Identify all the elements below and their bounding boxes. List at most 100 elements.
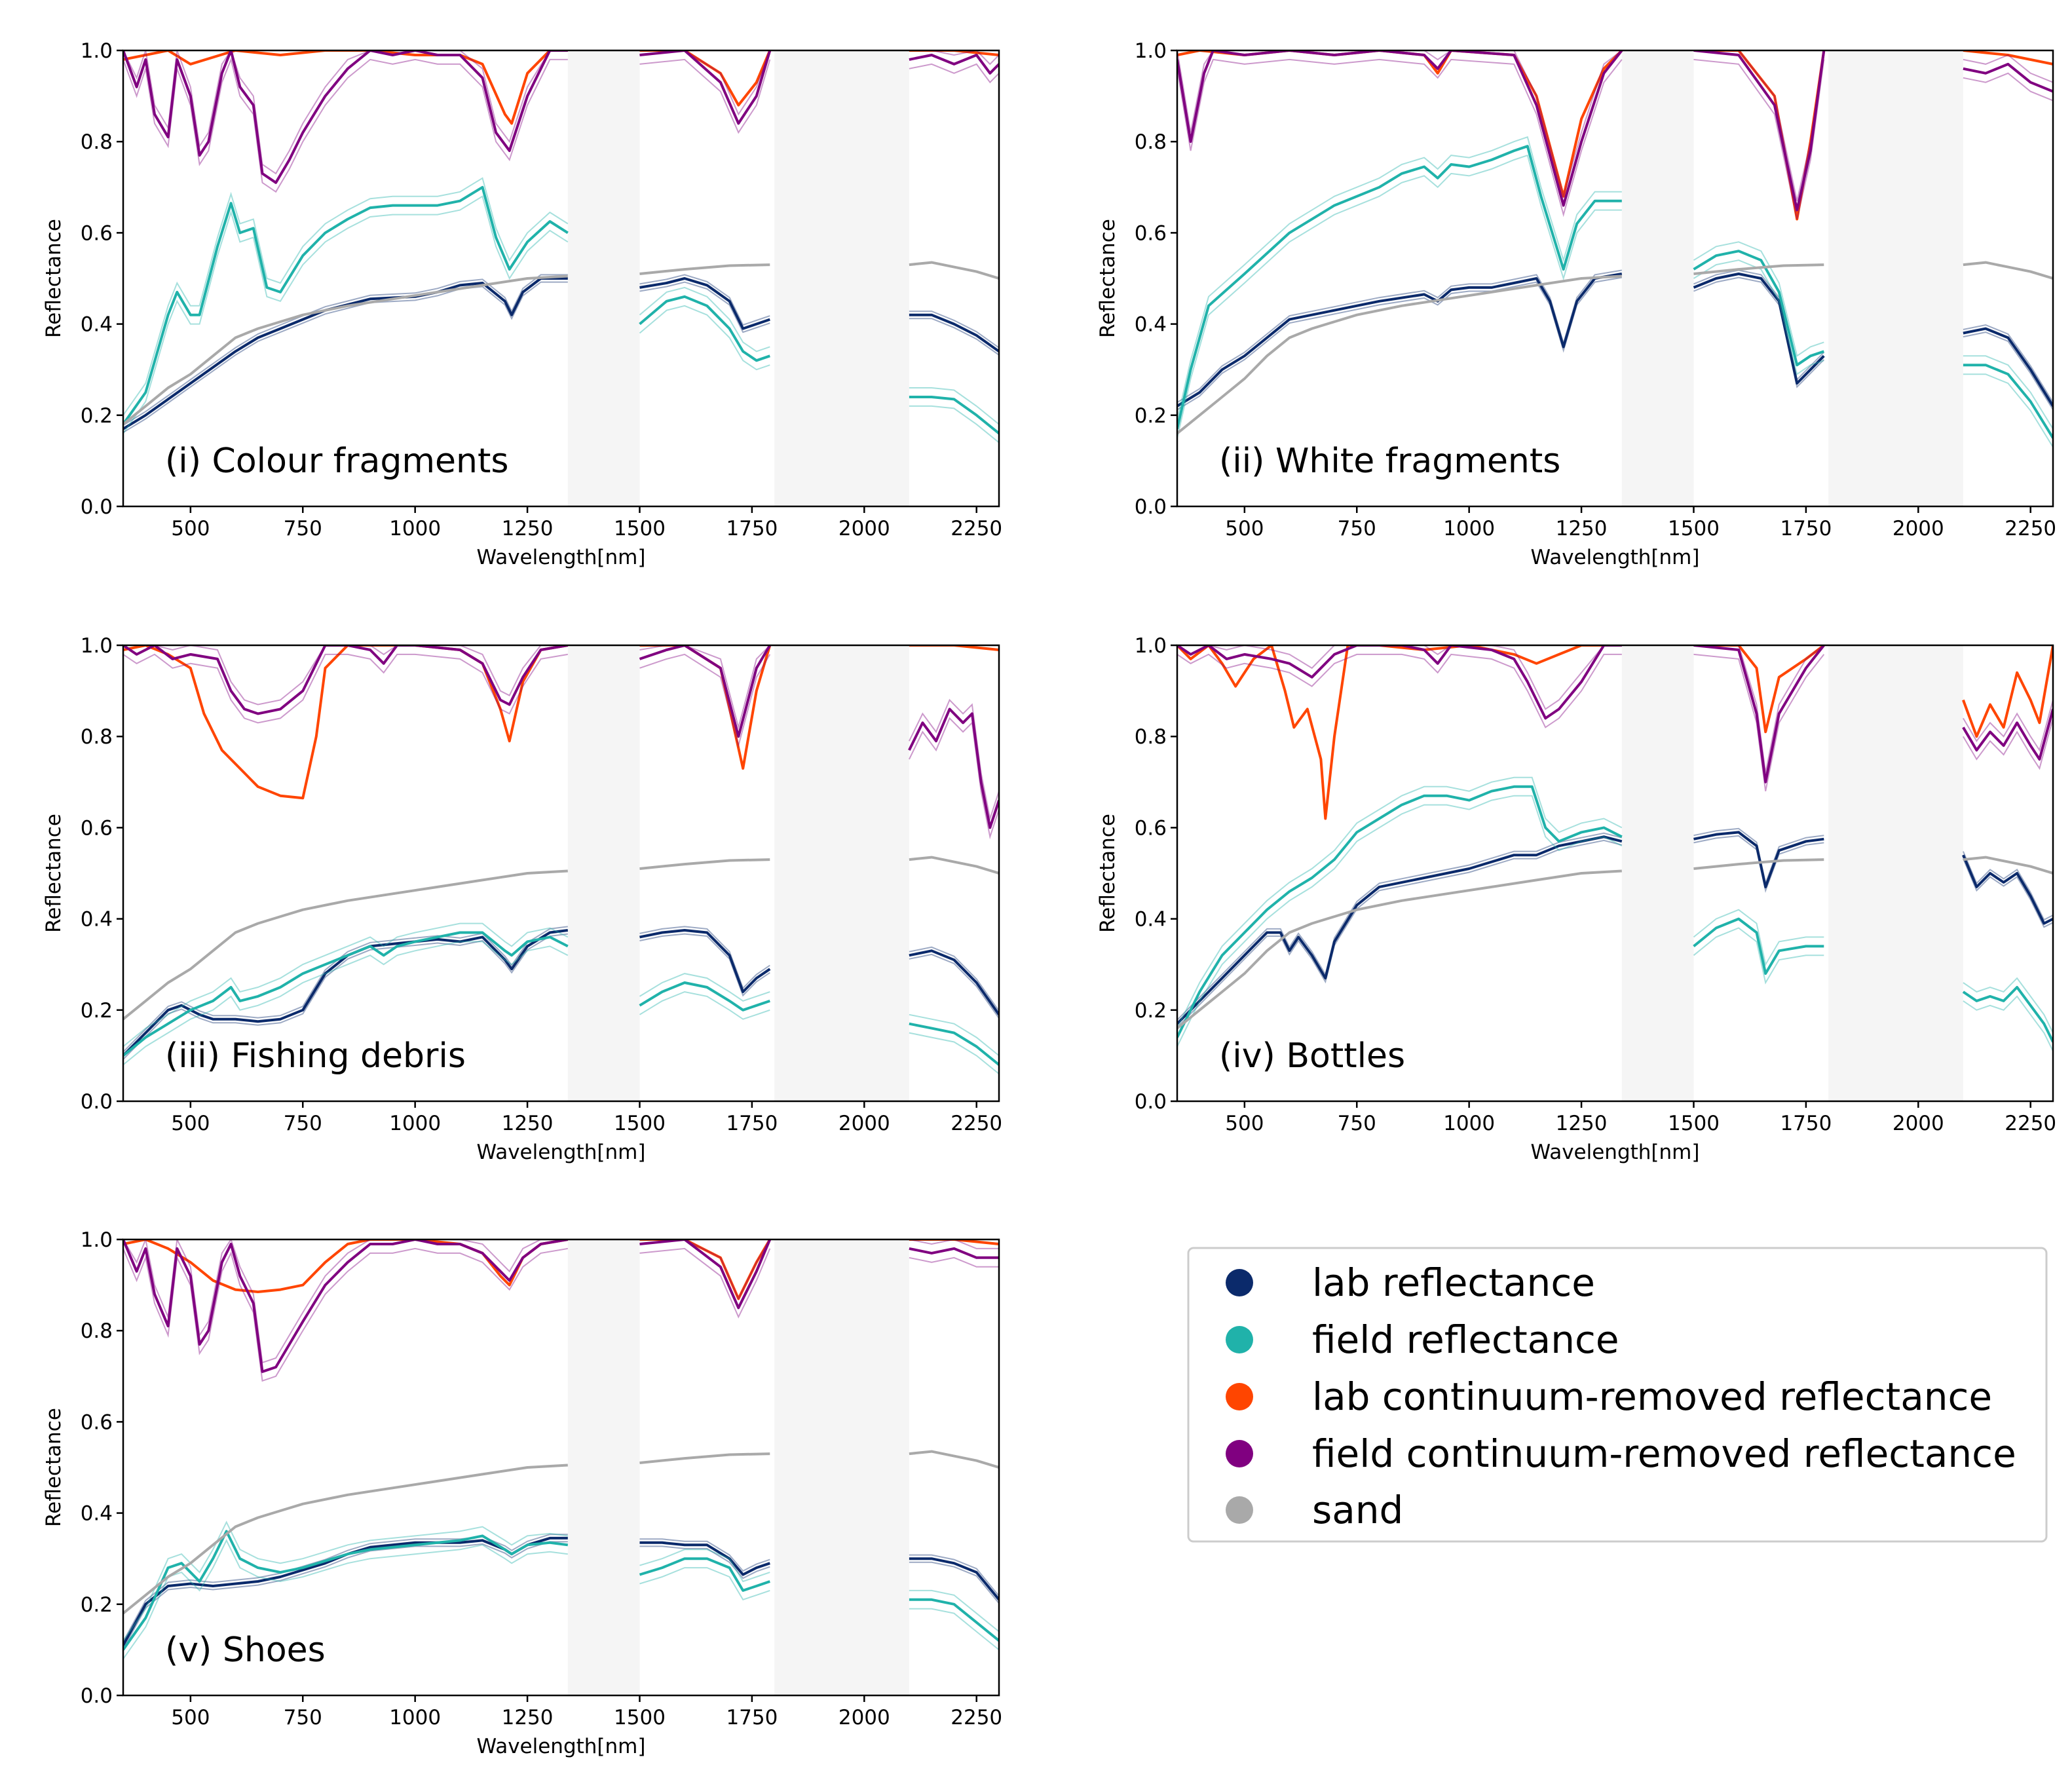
y-axis-label: Reflectance [1096, 219, 1120, 338]
y-tick-label: 0.0 [1135, 495, 1167, 519]
axes-frame [122, 644, 1000, 1103]
series-line-lab-reflectance [1177, 273, 2053, 407]
x-tick-label: 750 [1338, 517, 1376, 540]
series-envelope-lab-reflectance-lower [123, 1541, 999, 1650]
y-tick-label: 0.8 [81, 725, 113, 749]
y-tick-label: 0.8 [81, 1319, 113, 1343]
y-tick-label: 0.8 [1135, 725, 1167, 749]
y-tick-label: 0.8 [1135, 130, 1167, 154]
masked-band-1 [1621, 50, 1694, 506]
series-envelope-field-reflectance-lower [123, 195, 999, 444]
series-envelope-field-reflectance-upper [1177, 776, 2053, 1034]
x-tick-label: 1500 [614, 1112, 666, 1135]
series-line-lab-continuum-removed-reflectance [1177, 645, 2053, 820]
y-tick-label: 0.0 [81, 495, 113, 519]
series-line-field-continuum-removed-reflectance [1177, 645, 2053, 784]
x-tick-label: 1250 [502, 1706, 554, 1729]
x-tick-label: 1250 [502, 1112, 554, 1135]
x-tick-label: 2000 [838, 517, 890, 540]
y-tick-label: 0.2 [81, 999, 113, 1023]
legend-label-field-reflectance: field reflectance [1312, 1317, 1619, 1362]
legend-label-sand: sand [1312, 1488, 1403, 1532]
series-lines [1177, 50, 2053, 448]
legend-label-lab-reflectance: lab reflectance [1312, 1260, 1595, 1305]
y-tick-label: 0.4 [81, 1502, 113, 1526]
x-tick-label: 2250 [951, 517, 1002, 540]
x-tick-label: 1000 [389, 1706, 441, 1729]
series-line-sand [1177, 261, 2053, 435]
legend-frame [1187, 1247, 2048, 1543]
masked-band-2 [1828, 50, 1963, 506]
x-tick-label: 1500 [614, 517, 666, 540]
legend-item-lab-continuum-removed: lab continuum-removed reflectance [1226, 1374, 1992, 1419]
masked-band-1 [567, 645, 640, 1101]
x-tick-label: 2250 [951, 1706, 1002, 1729]
series-envelope-field-reflectance-lower [1177, 154, 2053, 448]
y-tick-label: 0.6 [81, 221, 113, 245]
series-envelope-field-reflectance-lower [123, 1539, 999, 1659]
panel-4: 500 750 1000 1250 1500 1750 2000 2250 0.0 0.2 0.4 0… [1096, 634, 2056, 1164]
series-line-field-continuum-removed-reflectance [1177, 50, 2053, 212]
legend-marker-field-reflectance [1226, 1326, 1253, 1353]
x-tick-label: 1250 [502, 517, 554, 540]
y-axis-label: Reflectance [42, 219, 66, 338]
x-tick-label: 2250 [2005, 517, 2056, 540]
x-tick-label: 1500 [1668, 1112, 1720, 1135]
panel-title: (i) Colour fragments [165, 442, 508, 481]
panel-5: 500 750 1000 1250 1500 1750 2000 2250 0.0 0.2 0.4 0… [42, 1228, 1002, 1758]
y-tick-label: 0.2 [1135, 999, 1167, 1023]
series-line-sand [123, 261, 999, 426]
x-tick-label: 1750 [1780, 517, 1832, 540]
x-tick-label: 1000 [389, 517, 441, 540]
y-tick-label: 1.0 [81, 634, 113, 658]
x-axis-label: Wavelength[nm] [477, 1141, 646, 1164]
masked-band-2 [1828, 645, 1963, 1101]
x-tick-label: 2000 [838, 1112, 890, 1135]
y-axis-label: Reflectance [42, 814, 66, 933]
panels: 500 750 1000 1250 1500 1750 2000 2250 0.0 0.2 0.4 0… [42, 39, 2056, 1758]
x-tick-label: 750 [1338, 1112, 1376, 1135]
series-envelope-field-reflectance-lower [1177, 795, 2053, 1051]
masked-band-1 [1621, 645, 1694, 1101]
series-line-field-reflectance [1177, 785, 2053, 1043]
masked-band-1 [567, 1239, 640, 1695]
legend-item-field-reflectance: field reflectance [1226, 1317, 1619, 1362]
panel-3: 500 750 1000 1250 1500 1750 2000 2250 0.0 0.2 0.4 0… [42, 634, 1002, 1164]
legend-item-sand: sand [1226, 1488, 1403, 1532]
x-axis-label: Wavelength[nm] [477, 1735, 646, 1758]
x-tick-label: 500 [171, 517, 210, 540]
masked-band-2 [774, 1239, 909, 1695]
x-axis-label: Wavelength[nm] [1531, 546, 1700, 569]
y-axis-label: Reflectance [42, 1408, 66, 1527]
axes-frame [122, 1238, 1000, 1697]
masked-band-2 [774, 645, 909, 1101]
y-tick-label: 0.4 [1135, 313, 1167, 337]
axes-frame [1176, 644, 2054, 1103]
x-tick-label: 1250 [1556, 1112, 1608, 1135]
series-envelope-field-reflectance-upper [123, 177, 999, 425]
y-tick-label: 0.2 [1135, 404, 1167, 428]
x-tick-label: 1750 [1780, 1112, 1832, 1135]
series-line-lab-reflectance [1177, 831, 2053, 1025]
y-tick-label: 0.6 [1135, 816, 1167, 840]
y-tick-label: 0.6 [81, 816, 113, 840]
panel-title: (iv) Bottles [1219, 1036, 1405, 1076]
series-envelope-field-reflectance-lower [123, 941, 999, 1074]
y-tick-label: 1.0 [1135, 634, 1167, 658]
masked-band-2 [774, 50, 909, 506]
x-tick-label: 1500 [614, 1706, 666, 1729]
y-tick-label: 0.4 [81, 908, 113, 932]
legend-marker-sand [1226, 1496, 1253, 1524]
x-tick-label: 2000 [1893, 1112, 1944, 1135]
panel-1: 500 750 1000 1250 1500 1750 2000 2250 0.0 0.2 0.4 0… [42, 39, 1002, 569]
series-line-sand [1177, 856, 2053, 1030]
series-line-sand [123, 856, 999, 1021]
axes-frame [122, 49, 1000, 508]
y-tick-label: 0.2 [81, 404, 113, 428]
x-tick-label: 1500 [1668, 517, 1720, 540]
x-tick-label: 1750 [726, 1706, 778, 1729]
y-tick-label: 0.0 [81, 1684, 113, 1708]
x-axis-label: Wavelength[nm] [477, 546, 646, 569]
series-envelope-lab-reflectance-lower [123, 933, 999, 1060]
